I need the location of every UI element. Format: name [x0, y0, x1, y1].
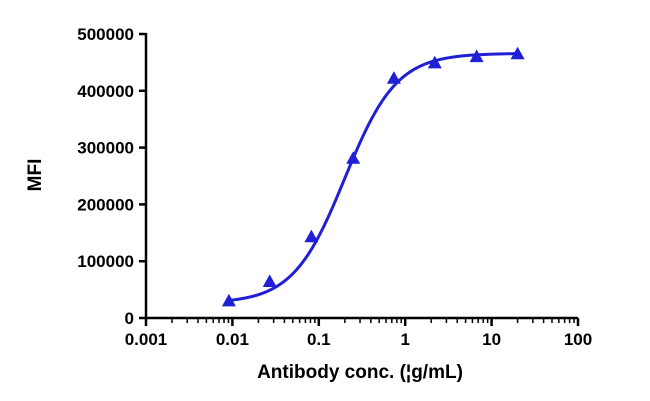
x-tick-label: 100 [564, 330, 592, 349]
data-point-triangle [469, 49, 484, 63]
y-tick-label: 200000 [77, 195, 134, 214]
x-tick-label: 0.1 [307, 330, 331, 349]
data-point-triangle [427, 55, 442, 69]
fit-curve [228, 52, 518, 302]
data-point-triangle [386, 71, 401, 84]
data-point-triangle [346, 151, 361, 164]
data-point-triangle [510, 46, 525, 60]
ticks [139, 32, 580, 326]
y-tick-label: 0 [125, 309, 134, 328]
x-tick-label: 1 [400, 330, 409, 349]
x-tick-label: 0.001 [125, 330, 168, 349]
x-tick-label: 10 [482, 330, 501, 349]
x-axis-title: Antibody conc. (¦g/mL) [257, 362, 463, 383]
axes [144, 33, 578, 320]
y-tick-label: 500000 [77, 25, 134, 44]
tick-labels: 0 100000 200000 300000 400000 500000 0.001 0.01… [77, 25, 592, 349]
data-point-triangle [221, 293, 236, 307]
data-point-triangle [262, 274, 277, 287]
data-point-triangle [304, 229, 319, 243]
y-tick-label: 300000 [77, 139, 134, 158]
data-points [221, 46, 525, 307]
y-tick-label: 400000 [77, 82, 134, 101]
y-axis-title: MFI [25, 159, 46, 192]
x-tick-label: 0.01 [216, 330, 249, 349]
y-tick-label: 100000 [77, 252, 134, 271]
